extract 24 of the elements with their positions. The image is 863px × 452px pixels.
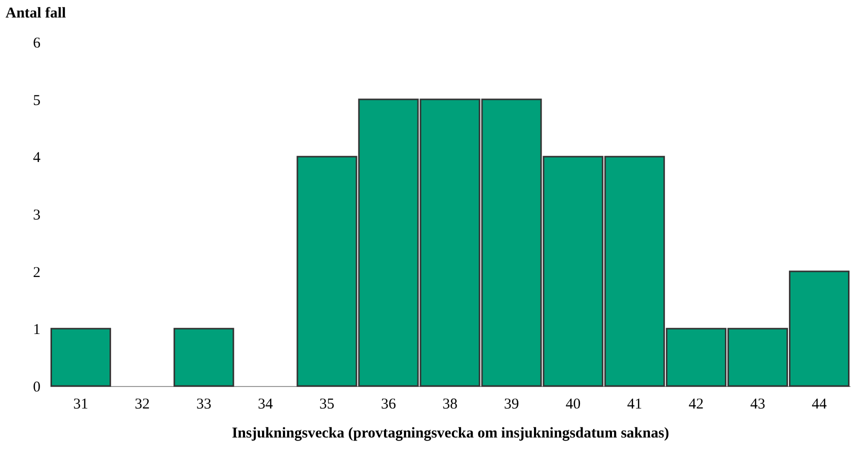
x-tick-label: 42 bbox=[688, 396, 704, 412]
x-tick-label: 34 bbox=[258, 396, 274, 412]
x-tick-label: 36 bbox=[380, 396, 396, 412]
y-tick-label: 1 bbox=[33, 322, 40, 338]
x-tick-label: 40 bbox=[566, 396, 581, 412]
x-axis-title: Insjukningsvecka (provtagningsvecka om insjukningsdatum saknas) bbox=[232, 426, 670, 442]
bar bbox=[50, 328, 112, 387]
y-tick-label: 4 bbox=[33, 150, 41, 166]
y-tick-label: 0 bbox=[33, 380, 40, 396]
x-tick-label: 39 bbox=[504, 396, 520, 412]
y-tick-label: 6 bbox=[33, 36, 41, 52]
x-tick-label: 31 bbox=[73, 396, 88, 412]
x-tick-label: 41 bbox=[627, 396, 642, 412]
x-tick-label: 33 bbox=[196, 396, 212, 412]
y-tick-label: 5 bbox=[33, 92, 40, 109]
y-tick-label: 3 bbox=[33, 208, 40, 224]
x-tick-label: 35 bbox=[319, 396, 334, 412]
x-tick-label: 32 bbox=[134, 396, 150, 412]
x-tick-label: 44 bbox=[812, 396, 828, 412]
x-tick-label: 43 bbox=[750, 396, 766, 412]
x-tick-label: 38 bbox=[442, 396, 458, 412]
y-tick-label: 2 bbox=[33, 264, 40, 281]
y-axis-title: Antal fall bbox=[6, 6, 66, 22]
bar bbox=[174, 328, 234, 387]
